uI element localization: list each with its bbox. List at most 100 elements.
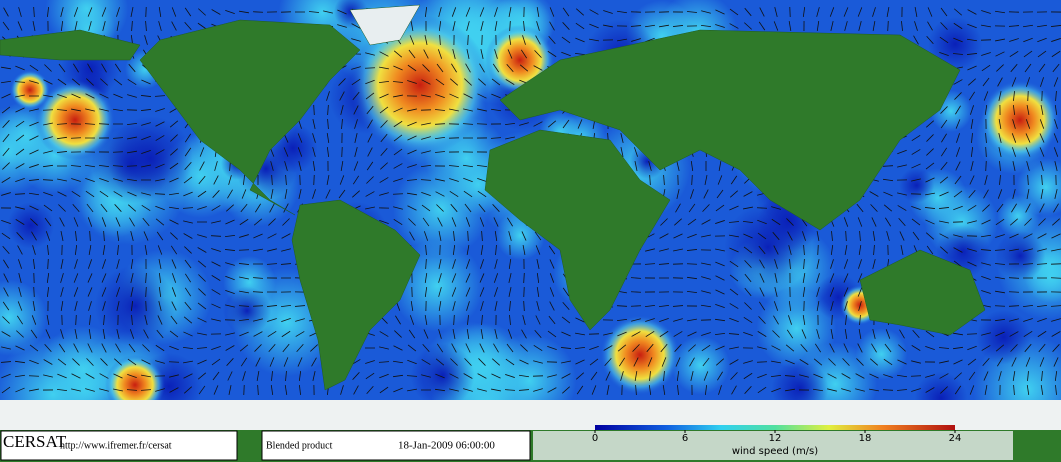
wind-arrow [297,147,303,157]
wind-arrow [981,64,991,72]
wind-arrow [940,106,948,114]
wind-arrow [788,300,792,312]
wind-arrow [379,106,389,114]
wind-arrow [327,104,329,116]
wind-arrow [393,120,403,128]
wind-arrow [367,133,373,143]
wind-arrow [843,7,849,17]
wind-arrow [829,7,835,17]
wind-arrow [337,24,347,28]
wind-arrow [691,174,693,186]
wind-arrow [407,388,417,392]
wind-arrow [170,232,178,240]
wind-arrow [130,231,134,241]
wind-arrow [476,123,488,125]
wind-arrow [33,286,35,298]
wind-arrow [1024,218,1032,226]
wind-arrow [170,134,178,142]
wind-arrow [238,318,250,322]
wind-arrow [353,385,359,395]
wind-arrow [844,245,848,255]
wind-arrow [352,175,360,185]
wind-arrow [58,204,66,212]
wind-arrow [980,234,992,238]
wind-arrow [1023,248,1033,252]
url[interactable]: http://www.ifremer.fr/cersat [60,440,172,451]
wind-arrow [784,375,796,377]
wind-arrow [169,345,179,351]
wind-arrow [869,191,879,197]
wind-arrow [800,343,808,353]
wind-arrow [914,21,918,31]
wind-arrow [912,231,920,241]
wind-arrow [952,53,964,55]
wind-arrow [715,204,725,212]
wind-arrow [45,231,51,241]
wind-arrow [743,206,753,210]
wind-arrow [323,10,333,14]
wind-arrow [326,175,330,185]
wind-arrow [225,275,235,281]
wind-arrow [1012,119,1016,129]
wind-arrow [983,91,989,101]
colorbar-tick-label: 0 [592,433,598,444]
wind-arrow [729,8,739,16]
wind-arrow [183,373,193,379]
wind-arrow [225,219,235,225]
wind-arrow [1039,203,1045,213]
wind-arrow [644,305,656,307]
wind-arrow [366,161,374,171]
wind-arrow [520,344,528,352]
wind-arrow [84,123,96,125]
wind-arrow [561,51,571,57]
wind-arrow [883,204,893,212]
wind-arrow [658,304,670,308]
wind-arrow [998,147,1002,157]
wind-arrow [701,276,711,280]
wind-arrow [113,388,123,392]
wind-arrow [438,287,442,297]
wind-arrow [535,245,541,255]
wind-arrow [74,301,78,311]
wind-arrow [282,218,290,226]
wind-arrow [366,386,374,394]
wind-arrow [466,301,470,311]
wind-arrow [715,261,725,267]
wind-arrow [985,132,987,144]
wind-arrow [1041,370,1043,382]
wind-arrow [1012,371,1016,381]
wind-arrow [197,332,207,336]
wind-arrow [817,244,819,256]
wind-arrow [157,315,163,325]
wind-arrow [687,331,697,337]
wind-arrow [281,233,291,239]
wind-arrow [520,49,528,59]
wind-arrow [969,105,975,115]
wind-arrow [494,301,498,311]
wind-arrow [340,161,344,171]
wind-arrow [799,359,809,365]
wind-arrow [758,301,766,311]
wind-arrow [128,343,136,353]
wind-arrow [407,192,417,196]
wind-arrow [495,244,497,256]
wind-arrow [239,290,249,294]
wind-arrow [801,329,807,339]
wind-arrow [660,343,668,353]
wind-arrow [452,21,456,31]
wind-arrow [952,346,964,350]
wind-arrow [505,136,515,140]
wind-arrow [479,63,485,73]
wind-arrow [716,189,724,199]
wind-arrow [772,231,780,241]
wind-arrow [983,189,989,199]
wind-arrow [462,164,474,168]
wind-arrow [479,273,485,283]
wind-arrow [449,388,459,392]
wind-arrow [1008,305,1020,307]
wind-arrow [409,35,415,45]
wind-arrow [436,343,444,353]
wind-arrow [802,286,806,298]
wind-arrow [351,23,361,29]
wind-arrow [1055,90,1057,102]
